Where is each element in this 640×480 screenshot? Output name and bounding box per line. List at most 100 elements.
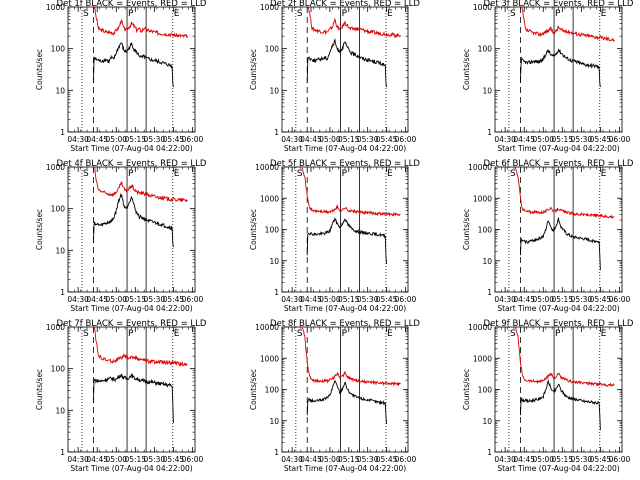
y-tick-label: 1000 [260,194,279,203]
x-tick-label: 05:00 [105,135,127,144]
marker-label-s: S [510,329,516,339]
marker-label-p: P [128,169,134,179]
x-tick-label: 04:45 [513,135,535,144]
x-tick-label: 05:45 [163,455,185,464]
plot-frame [494,166,623,293]
x-axis-label: Start Time (07-Aug-04 04:22:00) [497,464,619,473]
plot-frame [281,166,409,293]
lld-series-line [302,327,401,387]
x-tick-label: 04:30 [67,455,89,464]
plot-frame [67,326,196,453]
panel-title: Det 4f BLACK = Events, RED = LLD [57,159,207,169]
marker-label-s: S [83,169,89,179]
x-tick-label: 04:45 [86,455,108,464]
x-tick-label: 05:45 [163,135,185,144]
x-tick-label: 04:45 [86,295,108,304]
events-series-line [306,217,388,264]
marker-label-e: E [601,329,607,339]
events-series-line [92,192,174,248]
x-axis-label: Start Time (07-Aug-04 04:22:00) [497,144,619,153]
x-tick-label: 05:30 [144,135,166,144]
x-tick-label: 05:30 [144,455,166,464]
x-tick-label: 06:00 [395,295,417,304]
x-tick-label: 05:15 [551,295,573,304]
lld-series-line [515,327,615,387]
y-tick-label: 100 [478,386,493,395]
y-tick-label: 1000 [260,354,279,363]
series-group [306,7,401,88]
x-tick-label: 05:00 [532,455,554,464]
y-tick-label: 1 [274,128,279,137]
y-tick-label: 1000 [260,3,279,12]
marker-label-p: P [342,329,348,339]
y-tick-label: 10 [269,86,279,95]
marker-label-s: S [510,9,516,19]
x-tick-label: 05:00 [319,135,341,144]
detector-panel: Det 9f BLACK = Events, RED = LLD 1 10 100 10… [462,319,634,473]
marker-label-p: P [128,329,134,339]
y-axis-label: Counts/sec [249,369,258,410]
y-tick-label: 10 [269,417,279,426]
plot-frame [494,326,623,453]
series-group [515,327,615,431]
x-tick-label: 05:00 [319,295,341,304]
y-axis-label: Counts/sec [462,369,471,410]
y-tick-label: 100 [478,226,493,235]
events-series-line [519,379,601,431]
lld-series-line [521,7,615,43]
events-series-line [306,38,388,88]
x-tick-label: 05:45 [590,135,612,144]
x-tick-label: 06:00 [182,295,204,304]
x-tick-label: 05:15 [124,455,146,464]
marker-label-e: E [174,329,180,339]
detector-panel: Det 3f BLACK = Events, RED = LLD 1 10 100 10… [462,0,634,153]
lld-series-line [306,7,401,39]
detector-panel: Det 6f BLACK = Events, RED = LLD 1 10 100 10… [462,159,634,313]
lld-series-line [93,327,188,367]
events-series-line [92,42,174,88]
y-tick-label: 10 [55,406,65,415]
series-group [519,7,615,88]
events-series-line [92,373,174,423]
detector-panel: Det 5f BLACK = Events, RED = LLD 1 10 100 10… [249,159,420,313]
y-tick-label: 10 [482,417,492,426]
lld-series-line [92,167,188,203]
y-tick-label: 1000 [473,3,492,12]
panel-title: Det 2f BLACK = Events, RED = LLD [270,0,420,9]
x-axis-label: Start Time (07-Aug-04 04:22:00) [70,304,192,313]
series-group [302,327,401,424]
x-axis-label: Start Time (07-Aug-04 04:22:00) [284,304,406,313]
marker-label-s: S [83,329,89,339]
lld-series-line [93,7,188,39]
x-tick-label: 05:15 [551,135,573,144]
y-tick-label: 1 [487,128,492,137]
x-tick-label: 05:00 [105,455,127,464]
x-axis-label: Start Time (07-Aug-04 04:22:00) [284,144,406,153]
x-tick-label: 05:30 [144,295,166,304]
x-tick-label: 04:30 [494,135,516,144]
detector-panel: Det 4f BLACK = Events, RED = LLD 1 10 100 10… [35,159,207,313]
y-tick-label: 10 [269,257,279,266]
y-tick-label: 10 [55,246,65,255]
x-tick-label: 05:15 [124,295,146,304]
x-tick-label: 04:30 [494,455,516,464]
x-tick-label: 05:45 [590,455,612,464]
x-tick-label: 05:15 [338,135,360,144]
x-tick-label: 06:00 [395,455,417,464]
plot-frame [281,326,409,453]
y-tick-label: 1000 [46,323,65,332]
x-tick-label: 04:30 [281,135,303,144]
y-tick-label: 10 [482,257,492,266]
y-tick-label: 100 [51,365,66,374]
x-tick-label: 05:15 [551,455,573,464]
y-tick-label: 1000 [46,3,65,12]
x-tick-label: 04:45 [86,135,108,144]
x-tick-label: 05:30 [357,295,379,304]
x-tick-label: 04:30 [281,295,303,304]
x-tick-label: 06:00 [609,135,631,144]
marker-label-s: S [297,329,303,339]
series-group [301,168,401,264]
y-tick-label: 100 [478,45,493,54]
x-tick-label: 06:00 [609,295,631,304]
x-tick-label: 05:00 [105,295,127,304]
